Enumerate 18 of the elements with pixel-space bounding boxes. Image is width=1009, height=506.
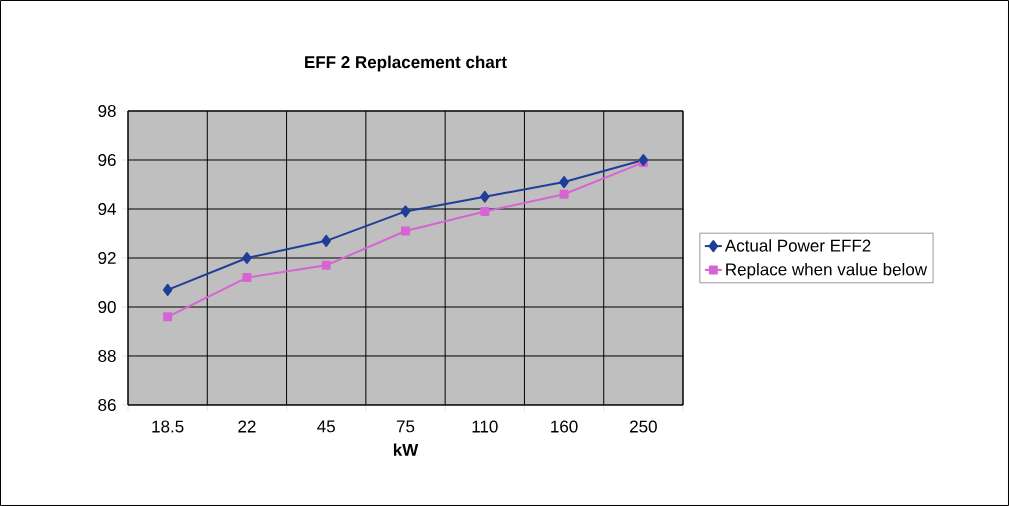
x-tick-label: 22 [238, 420, 256, 433]
x-tick-label: 160 [551, 420, 578, 433]
y-tick-label: 90 [98, 300, 116, 314]
x-tick-label: 75 [396, 420, 415, 433]
y-tick-label: 98 [98, 104, 116, 118]
y-tick-label: 94 [98, 202, 116, 216]
y-tick-label: 88 [98, 349, 116, 363]
x-axis-title: kW [393, 443, 419, 456]
x-tick-label: 250 [630, 420, 657, 433]
y-tick-label: 92 [98, 251, 116, 265]
y-tick-label: 86 [98, 398, 116, 412]
legend-label: Actual Power EFF2 [724, 239, 871, 252]
y-tick-label: 96 [98, 153, 116, 167]
x-tick-label: 45 [317, 420, 335, 433]
chart-title: EFF 2 Replacement chart [305, 55, 507, 72]
x-tick-label: 18.5 [152, 420, 184, 433]
legend-label: Replace when value below [726, 262, 928, 279]
x-tick-label: 110 [472, 420, 498, 433]
